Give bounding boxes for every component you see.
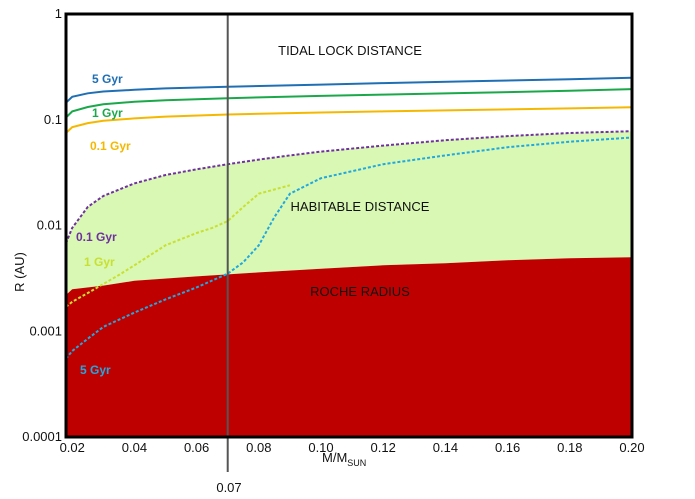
curves [65,76,633,360]
x-tick-label: 0.04 [122,440,147,455]
x-tick-label: 0.16 [495,440,520,455]
x-tick-label: 0.10 [308,440,333,455]
tidal-lock-01Gyr-line [65,106,633,134]
x-tick-label: 0.18 [557,440,582,455]
vertical-line-label: 0.07 [216,480,241,495]
y-tick-label: 1 [55,6,62,21]
x-tick-label: 0.20 [619,440,644,455]
tidal-1gyr-label: 1 Gyr [92,106,123,120]
plot-frame [64,12,634,439]
x-tick-label: 0.08 [246,440,271,455]
x-tick-label: 0.06 [184,440,209,455]
y-tick-label: 0.001 [29,323,62,338]
habitable-1gyr-label: 1 Gyr [84,255,115,269]
habitable-0.1gyr-label: 0.1 Gyr [76,230,117,244]
x-axis-title: M/MSUN [322,450,366,468]
tidal-lock-1Gyr-line [65,88,633,119]
x-tick-labels: 0.02 0.04 0.06 0.08 0.10 0.12 0.14 0.16 0.18 0.20 [60,440,645,455]
habitable-5Gyr-line [65,136,633,360]
roche-radius-fill [66,257,632,437]
habitable-1Gyr-line [65,184,291,308]
habitable-zone-fill [66,131,632,295]
habitable-distance-label: HABITABLE DISTANCE [291,199,430,214]
y-axis-title: R (AU) [12,252,27,292]
roche-radius-label: ROCHE RADIUS [310,284,410,299]
y-tick-label: 0.0001 [22,429,62,444]
habitable-01Gyr-line [65,130,633,244]
x-tick-label: 0.02 [60,440,85,455]
region-fills [66,131,632,437]
tidal-0.1gyr-label: 0.1 Gyr [90,139,131,153]
y-tick-label: 0.01 [37,218,62,233]
y-tick-label: 0.1 [44,112,62,127]
tidal-lock-label: TIDAL LOCK DISTANCE [278,43,422,58]
x-tick-label: 0.12 [371,440,396,455]
y-tick-labels: 0.0001 0.001 0.01 0.1 1 [22,6,62,444]
x-tick-label: 0.14 [433,440,458,455]
habitable-5gyr-label: 5 Gyr [80,363,111,377]
tidal-5gyr-label: 5 Gyr [92,72,123,86]
tidal-lock-5Gyr-line [65,76,633,104]
